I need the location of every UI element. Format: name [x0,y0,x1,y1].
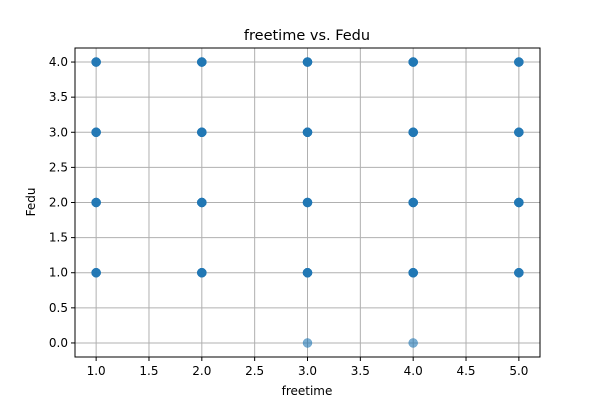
data-point [302,267,313,278]
y-tick-label: 2.5 [49,160,68,174]
x-tick-label: 1.5 [139,364,158,378]
x-tick-label: 4.5 [456,364,475,378]
point-marker [302,197,313,208]
data-point [408,127,418,138]
point-marker [91,57,101,67]
data-point [408,267,418,278]
point-marker [197,197,207,208]
point-marker [408,197,418,208]
x-tick-label: 5.0 [509,364,528,378]
point-marker [408,338,418,348]
x-tick-label: 3.5 [351,364,370,378]
data-point [197,197,207,208]
y-tick-label: 0.5 [49,301,68,315]
point-marker [408,127,418,138]
data-point [91,57,101,67]
point-marker [408,57,418,67]
x-tick-label: 4.0 [404,364,423,378]
data-point [302,338,313,348]
x-tick-label: 3.0 [298,364,317,378]
point-marker [91,197,101,208]
y-tick-label: 2.0 [49,196,68,210]
data-point [514,267,524,278]
chart-title: freetime vs. Fedu [244,28,370,44]
y-tick-label: 1.5 [49,231,68,245]
data-point [408,57,418,67]
y-tick-label: 4.0 [49,55,68,69]
data-point [197,267,207,278]
data-point [408,197,418,208]
point-marker [514,267,524,278]
y-axis-label: Fedu [24,188,38,217]
x-tick-label: 1.0 [87,364,106,378]
point-marker [91,127,101,138]
y-axis-ticks: 0.0 0.5 1.0 1.5 2.0 2.5 3.0 3.5 4.0 [49,55,75,350]
point-marker [302,338,313,348]
point-marker [197,267,207,278]
data-points [91,57,524,348]
x-tick-label: 2.0 [192,364,211,378]
data-point [91,197,101,208]
data-point [514,57,524,67]
data-point [302,127,313,138]
data-point [514,127,524,138]
point-marker [514,197,524,208]
x-axis-label: freetime [282,384,333,398]
data-point [514,197,524,208]
point-marker [514,57,524,67]
data-point [302,57,313,67]
data-point [197,127,207,138]
point-marker [302,267,313,278]
data-point [91,267,101,278]
point-marker [197,127,207,138]
point-marker [197,57,207,67]
data-point [197,57,207,67]
point-marker [302,57,313,67]
x-tick-label: 2.5 [245,364,264,378]
data-point [91,127,101,138]
point-marker [91,267,101,278]
data-point [302,197,313,208]
y-tick-label: 3.0 [49,125,68,139]
y-tick-label: 3.5 [49,90,68,104]
point-marker [514,127,524,138]
y-tick-label: 1.0 [49,266,68,280]
point-marker [302,127,313,138]
y-tick-label: 0.0 [49,336,68,350]
data-point [408,338,418,348]
point-marker [408,267,418,278]
x-axis-ticks: 1.0 1.5 2.0 2.5 3.0 3.5 4.0 4.5 5.0 [87,357,528,378]
